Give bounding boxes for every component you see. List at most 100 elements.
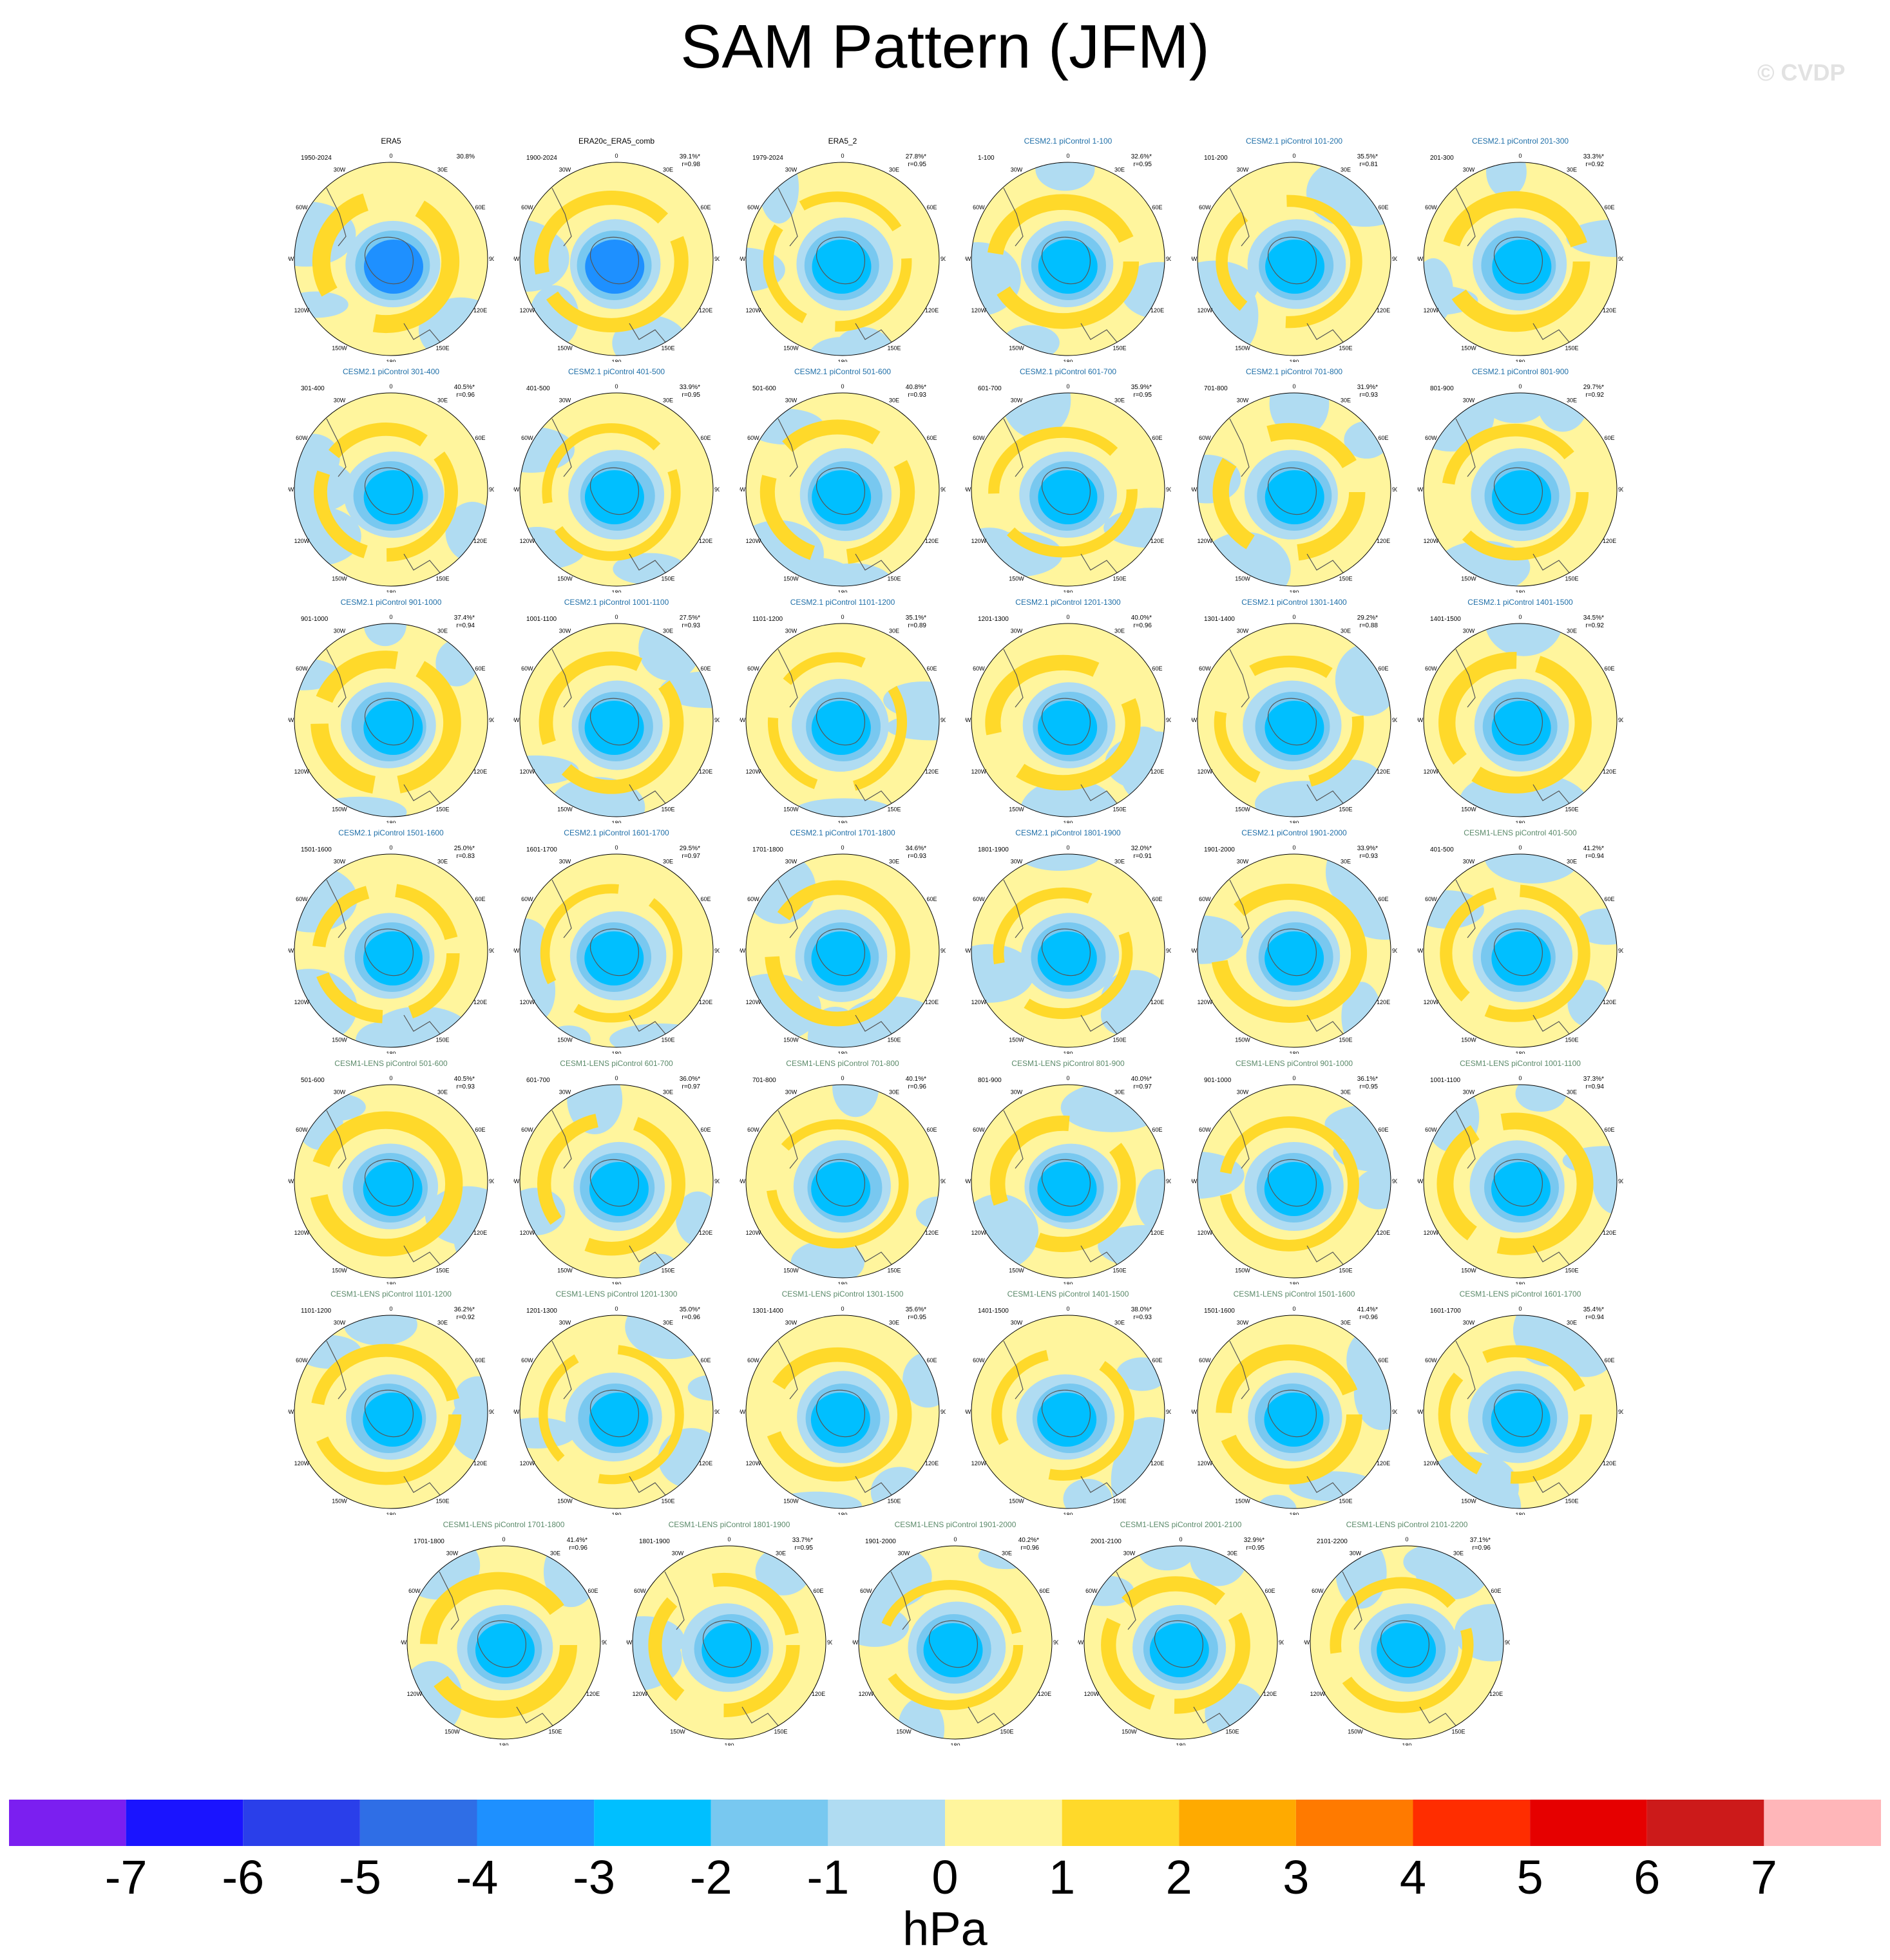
south-america-coastline: [326, 1110, 347, 1169]
map-panel: CESM2.1 piControl 201-300 201-300 33.3%* r=…: [1411, 137, 1630, 362]
longitude-label: 120W: [633, 1691, 648, 1697]
longitude-label: 90E: [714, 717, 720, 723]
negative-anomaly-patch: [759, 162, 799, 224]
polar-core-inner: [1038, 240, 1098, 294]
longitude-label: 150E: [435, 806, 449, 813]
negative-anomaly-patch: [1198, 531, 1291, 586]
longitude-label: 150E: [1112, 1268, 1126, 1274]
polar-map: 0 30E 60E 90E 120E 150E 180 150W 120W 90W 60W 30W: [740, 1075, 946, 1284]
longitude-label: 60W: [1199, 435, 1211, 441]
longitude-label: 120E: [925, 999, 939, 1005]
antarctica-coastline: [1494, 236, 1543, 285]
longitude-label: 120W: [971, 538, 987, 544]
positive-anomaly-ring: [537, 1112, 686, 1256]
longitude-label: 90E: [1392, 256, 1397, 262]
colorbar-tick-label: 7: [1750, 1851, 1777, 1904]
map-border: [971, 623, 1165, 817]
longitude-label: 90E: [940, 717, 946, 723]
map-panel: CESM2.1 piControl 1501-1600 1501-1600 25.0…: [282, 828, 501, 1054]
negative-anomaly-patch: [897, 1697, 945, 1739]
longitude-label: 120E: [473, 1460, 487, 1467]
polar-core-inner: [363, 470, 423, 524]
south-america-coastline: [1116, 1571, 1136, 1630]
negative-anomaly-patch: [1346, 1328, 1391, 1392]
longitude-label: 30W: [1463, 858, 1475, 864]
longitude-label: 150W: [1235, 345, 1250, 352]
australia-nz-coastline: [1532, 784, 1576, 811]
colorbar: [9, 1800, 1881, 1846]
longitude-label: 60W: [747, 896, 759, 902]
longitude-label: 150E: [1112, 1498, 1126, 1505]
negative-anomaly-patch: [1020, 778, 1118, 817]
longitude-label: 60W: [521, 896, 533, 902]
longitude-label: 150W: [332, 345, 347, 352]
longitude-label: 90E: [1166, 486, 1171, 493]
longitude-label: 150E: [1565, 345, 1578, 352]
positive-anomaly-ring: [1214, 655, 1364, 790]
longitude-label: 30W: [334, 858, 346, 864]
panel-pattern-correlation: r=0.95: [908, 161, 926, 168]
longitude-label: 90E: [1392, 486, 1397, 493]
map-border: [1197, 1315, 1391, 1509]
negative-anomaly-patch: [807, 337, 874, 356]
colorbar-box: [1295, 1800, 1413, 1846]
longitude-label: 30E: [1341, 166, 1351, 173]
australia-nz-coastline: [741, 1706, 785, 1733]
longitude-label: 60W: [521, 1127, 533, 1133]
longitude-label: 60E: [1379, 204, 1389, 211]
panel-pattern-correlation: r=0.96: [1359, 1314, 1378, 1321]
polar-core-inner: [1492, 240, 1552, 294]
longitude-label: 60E: [814, 1588, 824, 1594]
polar-map: 0 30E 60E 90E 120E 150E 180 150W 120W 90W 60W 30W: [1191, 153, 1397, 362]
longitude-label: 90E: [1618, 1178, 1623, 1185]
antarctica-coastline: [816, 1389, 865, 1438]
positive-anomaly-ring: [534, 191, 689, 332]
south-america-coastline: [1455, 879, 1476, 938]
panel-years: 1001-1100: [1430, 1077, 1461, 1084]
longitude-label: 60W: [1199, 665, 1211, 672]
longitude-label: 60E: [475, 435, 486, 441]
longitude-label: 90E: [1392, 717, 1397, 723]
polar-core-inner: [812, 240, 872, 294]
longitude-label: 90W: [1417, 486, 1424, 493]
map-panel: ERA5 1950-2024 30.8% 0 30E 60E 90E 120E 150E 180 1…: [282, 137, 501, 362]
polar-core-inner: [584, 470, 644, 524]
watermark: © CVDP: [1757, 59, 1846, 86]
australia-nz-coastline: [1306, 1014, 1350, 1042]
longitude-label: 120E: [1038, 1691, 1051, 1697]
negative-anomaly-patch: [453, 1376, 488, 1425]
panel-title: CESM2.1 piControl 1801-1900: [1015, 828, 1121, 837]
map-panel: CESM1-LENS piControl 1401-1500 1401-1500 3…: [959, 1289, 1178, 1515]
panel-pattern-correlation: r=0.93: [908, 392, 926, 399]
polar-core-inner: [363, 1162, 423, 1216]
negative-anomaly-patch: [1485, 623, 1563, 656]
longitude-label: 60W: [296, 896, 308, 902]
longitude-label: 180: [1289, 1512, 1299, 1515]
polar-map: 0 30E 60E 90E 120E 150E 180 150W 120W 90W 60W 30W: [1191, 844, 1397, 1054]
longitude-label: 90E: [602, 1639, 607, 1646]
longitude-label: 150E: [1339, 345, 1352, 352]
longitude-label: 120W: [520, 1460, 535, 1467]
longitude-label: 30E: [889, 627, 899, 634]
south-america-coastline: [664, 1571, 685, 1630]
map-border: [519, 623, 714, 817]
longitude-label: 60W: [1425, 1357, 1437, 1364]
antarctica-coastline: [365, 698, 414, 746]
longitude-label: 60E: [1605, 896, 1615, 902]
longitude-label: 180: [611, 589, 621, 593]
polar-map: 0 30E 60E 90E 120E 150E 180 150W 120W 90W 60W 30W: [288, 614, 494, 823]
panel-pattern-correlation: r=0.95: [908, 1314, 926, 1321]
longitude-label: 60W: [296, 435, 308, 441]
longitude-label: 150W: [896, 1729, 912, 1735]
panel-years: 501-600: [752, 385, 776, 392]
longitude-label: 0: [389, 1306, 392, 1312]
south-america-coastline: [1455, 1340, 1476, 1400]
longitude-label: 60E: [1265, 1588, 1275, 1594]
panel-percent-variance: 40.5%*: [453, 1076, 475, 1083]
antarctica-coastline: [1268, 236, 1317, 285]
map-border: [1197, 853, 1391, 1048]
map-panel: CESM2.1 piControl 1401-1500 1401-1500 34.5…: [1411, 598, 1630, 823]
longitude-label: 30W: [559, 166, 571, 173]
longitude-label: 120W: [1310, 1691, 1326, 1697]
longitude-label: 90E: [940, 256, 946, 262]
